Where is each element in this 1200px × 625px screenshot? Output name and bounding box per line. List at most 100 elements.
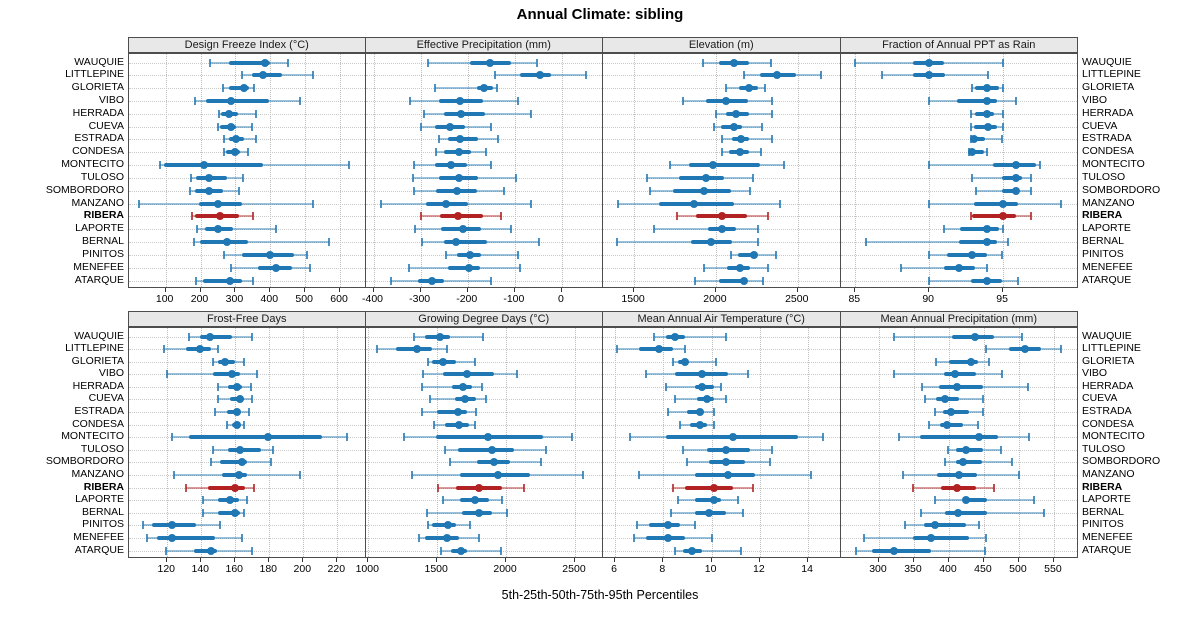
whisker-cap [1006, 238, 1009, 247]
whisker-cap [902, 470, 905, 479]
grid-line-vertical [340, 54, 342, 287]
grid-line-horizontal [840, 229, 1077, 231]
grid-line-vertical [878, 328, 880, 557]
x-tick [513, 288, 515, 292]
whisker-cap [522, 483, 525, 492]
whisker-cap [983, 546, 986, 555]
site-label: ATARQUE [1082, 273, 1132, 286]
whisker-cap [893, 370, 896, 379]
whisker-cap [947, 445, 950, 454]
grid-line-horizontal [840, 139, 1077, 141]
whisker-cap [928, 199, 931, 208]
median-dot [227, 96, 236, 105]
whisker-cap [510, 225, 513, 234]
whisker-cap [287, 58, 290, 67]
grid-line-horizontal [840, 203, 1077, 205]
x-tick-label: 100 [155, 293, 174, 305]
median-dot [263, 433, 272, 442]
site-label: BERNAL [1082, 505, 1125, 518]
iqr-bar-25-75 [944, 510, 987, 515]
whisker-cap [348, 161, 351, 170]
whisker-cap [442, 496, 445, 505]
whisker-cap [412, 186, 415, 195]
whisker-cap [242, 173, 245, 182]
site-label: WAUQUIE [1082, 329, 1132, 342]
whisker-cap [221, 84, 224, 93]
median-dot [664, 521, 673, 530]
grid-line-horizontal [840, 88, 1077, 90]
site-label: TULOSO [80, 170, 124, 183]
whisker-cap [985, 263, 988, 272]
whisker-5-95 [865, 241, 1008, 244]
median-dot [238, 458, 247, 467]
x-tick [982, 558, 984, 562]
iqr-bar-25-75 [440, 214, 484, 219]
median-dot [729, 122, 738, 131]
whisker-5-95 [665, 385, 722, 388]
grid-line-horizontal [365, 336, 602, 338]
grid-line-vertical [368, 328, 370, 557]
median-dot [459, 225, 468, 234]
median-dot [962, 496, 971, 505]
iqr-bar-25-75 [228, 447, 261, 452]
whisker-cap [724, 84, 727, 93]
whisker-cap [500, 546, 503, 555]
x-tick [714, 288, 716, 292]
whisker-cap [770, 135, 773, 144]
site-label: HERRADA [72, 379, 124, 392]
whisker-cap [675, 212, 678, 221]
iqr-bar-25-75 [447, 265, 480, 270]
site-label: LAPORTE [1082, 222, 1131, 235]
x-tick-label: 1500 [424, 563, 448, 575]
iqr-bar-25-75 [163, 163, 263, 168]
whisker-cap [924, 395, 927, 404]
site-label: CONDESA [1082, 417, 1134, 430]
grid-line-horizontal [129, 216, 365, 218]
x-tick [336, 558, 338, 562]
grid-line-horizontal [603, 424, 840, 426]
median-dot [474, 483, 483, 492]
whisker-cap [217, 345, 220, 354]
whisker-cap [480, 382, 483, 391]
median-dot [954, 470, 963, 479]
median-dot [261, 58, 270, 67]
median-dot [456, 96, 465, 105]
whisker-cap [701, 58, 704, 67]
whisker-cap [1002, 84, 1005, 93]
x-tick [947, 558, 949, 562]
iqr-bar-25-75 [213, 372, 241, 377]
median-dot [484, 433, 493, 442]
grid-line-horizontal [603, 500, 840, 502]
median-dot [455, 135, 464, 144]
whisker-cap [1015, 96, 1018, 105]
median-dot [958, 458, 967, 467]
whisker-cap [768, 458, 771, 467]
whisker-cap [933, 496, 936, 505]
site-label: LAPORTE [75, 222, 124, 235]
whisker-cap [251, 546, 254, 555]
site-label: LITTLEPINE [1082, 68, 1141, 81]
x-tick [466, 288, 468, 292]
median-dot [664, 533, 673, 542]
grid-line-horizontal [840, 190, 1077, 192]
grid-line-horizontal [129, 399, 365, 401]
whisker-cap [1030, 186, 1033, 195]
grid-line-vertical [574, 328, 576, 557]
whisker-cap [638, 470, 641, 479]
whisker-cap [985, 345, 988, 354]
median-dot [697, 370, 706, 379]
whisker-cap [251, 122, 254, 131]
x-tick [164, 288, 166, 292]
grid-line-horizontal [603, 113, 840, 115]
whisker-cap [751, 173, 754, 182]
whisker-cap [432, 420, 435, 429]
whisker-cap [212, 445, 215, 454]
site-label: MONTECITO [1082, 158, 1145, 171]
x-tick-label: 220 [327, 563, 346, 575]
x-tick-label: 180 [259, 563, 278, 575]
site-label: LITTLEPINE [65, 342, 124, 355]
whisker-cap [188, 186, 191, 195]
site-label: GLORIETA [71, 354, 124, 367]
whisker-cap [671, 483, 674, 492]
iqr-bar-25-75 [913, 535, 969, 540]
